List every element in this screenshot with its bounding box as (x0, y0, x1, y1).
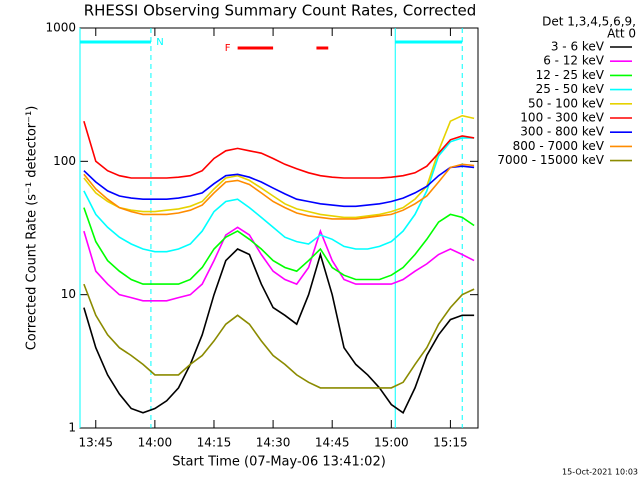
chart-title: RHESSI Observing Summary Count Rates, Co… (84, 2, 477, 20)
legend-label: 7000 - 15000 keV (497, 153, 604, 167)
y-tick-label: 1000 (45, 21, 76, 35)
x-tick-label: 15:00 (374, 436, 409, 450)
x-tick-label: 14:00 (138, 436, 173, 450)
x-tick-label: 14:45 (315, 436, 350, 450)
annotation-label: N (156, 37, 163, 48)
series-line (83, 248, 475, 414)
legend-label: 100 - 300 keV (520, 111, 604, 125)
y-axis-label: Corrected Count Rate (s⁻¹ detector⁻¹) (25, 106, 40, 351)
legend-label: 3 - 6 keV (551, 40, 605, 54)
y-tick-label: 100 (53, 154, 76, 168)
x-tick-label: 15:15 (433, 436, 468, 450)
footer: 15-Oct-2021 10:03 (562, 468, 638, 477)
legend-label: 800 - 7000 keV (513, 139, 605, 153)
plot-frame (79, 27, 479, 429)
legend-label: 12 - 25 keV (536, 68, 605, 82)
x-tick-label: 14:15 (197, 436, 232, 450)
x-tick-label: 13:45 (78, 436, 113, 450)
series-line (83, 207, 475, 285)
series-line (83, 137, 475, 253)
series-line (83, 283, 475, 389)
legend-title: Det 1,3,4,5,6,9, (542, 15, 636, 29)
annotation-label: F (225, 43, 231, 54)
x-tick-label: 14:30 (256, 436, 291, 450)
legend-label: 6 - 12 keV (543, 54, 605, 68)
legend-label: 300 - 800 keV (520, 125, 604, 139)
x-axis-label: Start Time (07-May-06 13:41:02) (172, 455, 386, 470)
legend-title: Att 0 (607, 27, 636, 41)
series-line (83, 120, 475, 179)
legend-label: 50 - 100 keV (528, 96, 605, 110)
y-tick-label: 1 (68, 421, 76, 435)
series-line (83, 165, 475, 208)
y-tick-label: 10 (61, 287, 76, 301)
series-line (83, 163, 475, 220)
series-line (83, 226, 475, 302)
series-line (83, 114, 475, 219)
legend-label: 25 - 50 keV (536, 82, 605, 96)
